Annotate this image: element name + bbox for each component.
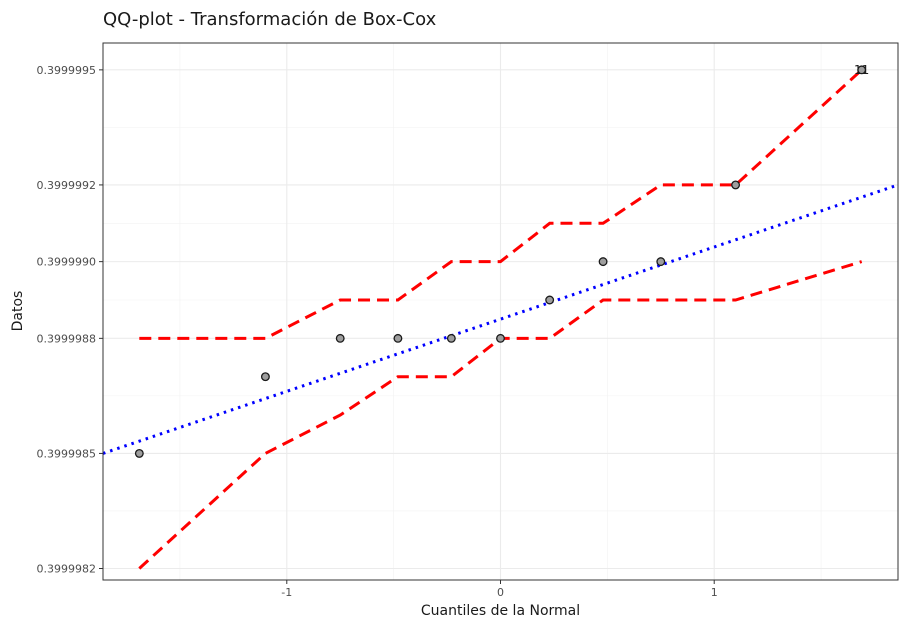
data-point: [545, 295, 555, 305]
x-tick-label: 0: [497, 586, 504, 599]
annotation-layer: 11: [854, 63, 869, 77]
points-layer: [134, 65, 867, 458]
point-label: 11: [854, 63, 869, 77]
y-axis: 0.3999982 0.3999985 0.3999988 0.3999990 0.39…: [37, 64, 103, 575]
y-tick-label: 0.3999988: [37, 332, 97, 345]
data-point: [598, 257, 608, 267]
chart-title: QQ-plot - Transformación de Box-Cox: [103, 9, 437, 30]
envelope-upper-line: [139, 68, 863, 340]
y-tick-label: 0.3999982: [37, 562, 97, 575]
data-point: [134, 448, 144, 458]
data-point: [656, 257, 666, 267]
y-tick-label: 0.3999995: [37, 64, 97, 77]
y-tick-label: 0.3999985: [37, 447, 97, 460]
x-axis: -1 0 1: [281, 580, 718, 599]
data-point: [496, 333, 505, 343]
data-point: [446, 333, 456, 343]
data-point: [260, 372, 270, 382]
data-point: [857, 65, 867, 75]
data-point: [335, 333, 345, 343]
data-point: [731, 180, 741, 190]
y-tick-label: 0.3999990: [37, 256, 97, 269]
x-tick-label: -1: [281, 586, 292, 599]
reference-line: [103, 183, 898, 455]
y-tick-label: 0.3999992: [37, 179, 97, 192]
data-point: [393, 333, 403, 343]
x-axis-label: Cuantiles de la Normal: [420, 603, 581, 619]
x-tick-label: 1: [711, 586, 718, 599]
